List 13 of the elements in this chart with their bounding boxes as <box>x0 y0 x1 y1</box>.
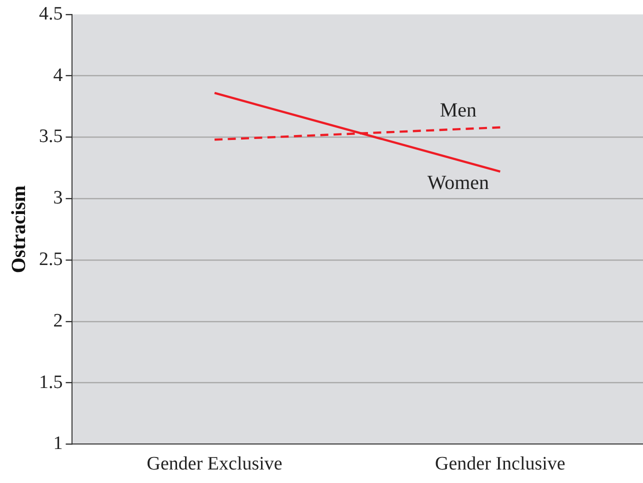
y-tick-label: 4.5 <box>39 3 63 24</box>
x-tick-label: Gender Exclusive <box>146 454 282 475</box>
y-tick-label: 4 <box>53 64 64 86</box>
series-label: Men <box>440 100 477 122</box>
y-axis-title: Ostracism <box>8 185 30 274</box>
y-tick-label: 1.5 <box>39 372 63 393</box>
y-tick-label: 1 <box>53 433 63 454</box>
y-tick-label: 3.5 <box>39 126 63 148</box>
x-tick-label: Gender Inclusive <box>435 454 566 475</box>
y-tick-label: 2 <box>53 310 63 332</box>
y-tick-label: 3 <box>53 188 63 209</box>
series-label: Women <box>427 172 490 194</box>
y-tick-label: 2.5 <box>39 248 63 270</box>
